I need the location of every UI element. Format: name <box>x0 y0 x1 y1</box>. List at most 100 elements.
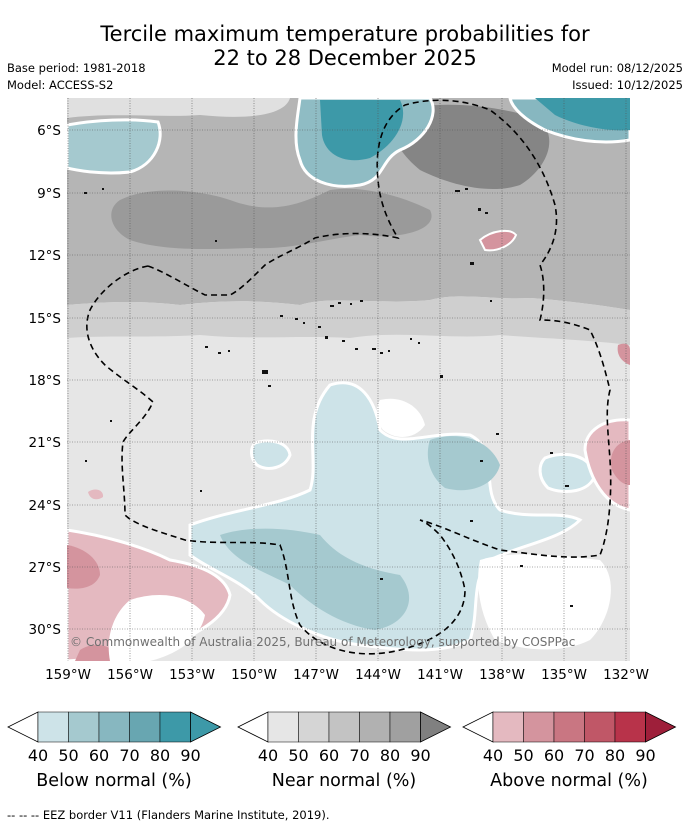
colorbar-below-normal: 40 50 60 70 80 90 <box>7 711 222 765</box>
colorbar-tick-label: 80 <box>150 746 170 765</box>
neutral-gap-central <box>376 398 425 437</box>
colorbar-segment <box>129 711 161 743</box>
above-normal-west-small <box>88 489 104 500</box>
colorbar-tick-label: 40 <box>258 746 278 765</box>
lon-label: 138°W <box>479 667 525 683</box>
colorbar-start-triangle <box>7 711 39 743</box>
map-title: Tercile maximum temperature probabilitie… <box>0 22 690 70</box>
meta-right: Model run: 08/12/2025 Issued: 10/12/2025 <box>552 60 683 94</box>
colorbar-tick-label: 90 <box>635 746 655 765</box>
near-normal-label: Near normal (%) <box>271 771 417 791</box>
colorbar-segment <box>298 711 330 743</box>
colorbar-tick-label: 40 <box>28 746 48 765</box>
colorbar-tick-label: 70 <box>119 746 139 765</box>
colorbar-segment <box>267 711 299 743</box>
colorbar-tick-label: 40 <box>483 746 503 765</box>
lat-label: 27°S <box>29 560 62 576</box>
colorbar-segment <box>98 711 130 743</box>
colorbar-tick-label: 60 <box>319 746 339 765</box>
near-normal-light-patch <box>67 98 290 118</box>
colorbar-tick-label: 50 <box>58 746 78 765</box>
colorbar-segment <box>523 711 555 743</box>
colorbar-tick-label: 80 <box>380 746 400 765</box>
lon-label: 144°W <box>355 667 401 683</box>
below-normal-label: Below normal (%) <box>36 771 192 791</box>
colorbar-segment <box>614 711 646 743</box>
lat-label: 21°S <box>29 435 62 451</box>
above-normal-southwest-core <box>67 545 100 589</box>
lon-label: 141°W <box>417 667 463 683</box>
below-normal-north-central-core <box>320 100 404 161</box>
title-line-2: 22 to 28 December 2025 <box>213 46 477 70</box>
below-normal-northeast-core <box>535 98 630 131</box>
longitude-labels: 159°W 156°W 153°W 150°W 147°W 144°W 141°W 138°W… <box>45 667 649 683</box>
above-normal-east-edge-core <box>610 440 630 485</box>
below-normal-east-small <box>538 452 597 493</box>
title-line-1: Tercile maximum temperature probabilitie… <box>100 22 590 46</box>
latitude-labels: 6°S 9°S 12°S 15°S 18°S 21°S 24°S 27°S 30°S <box>29 123 62 638</box>
colorbar-tick-label: 90 <box>410 746 430 765</box>
above-normal-label: Above normal (%) <box>490 771 648 791</box>
lat-label: 24°S <box>29 498 62 514</box>
neutral-gap-east <box>478 554 611 650</box>
meta-left: Base period: 1981-2018 Model: ACCESS-S2 <box>7 60 146 94</box>
lon-label: 150°W <box>231 667 277 683</box>
neutral-gap-south <box>108 595 205 661</box>
above-normal-east-small <box>617 343 630 365</box>
lon-label: 153°W <box>169 667 215 683</box>
model-run: Model run: 08/12/2025 <box>551 61 683 75</box>
colorbar-segment <box>68 711 100 743</box>
lat-label: 30°S <box>29 622 62 638</box>
lat-label: 18°S <box>29 373 62 389</box>
model-name: Model: ACCESS-S2 <box>7 78 114 92</box>
colorbar-near-normal: 40 50 60 70 80 90 <box>237 711 452 765</box>
colorbar-segment <box>159 711 191 743</box>
colorbar-end-triangle <box>420 711 452 743</box>
near-normal-80-patch <box>392 104 550 190</box>
colorbar-start-triangle <box>462 711 494 743</box>
base-period: Base period: 1981-2018 <box>7 61 146 75</box>
islands <box>84 188 573 607</box>
colorbar-segment <box>584 711 616 743</box>
colorbar-segment <box>492 711 524 743</box>
lon-label: 135°W <box>541 667 587 683</box>
near-normal-70-patches <box>111 188 432 250</box>
issued-date: Issued: 10/12/2025 <box>572 78 683 92</box>
above-normal-north-island <box>478 229 518 252</box>
colorbar-tick-label: 90 <box>180 746 200 765</box>
map-field: © Commonwealth of Australia 2025, Bureau… <box>67 98 630 661</box>
lat-label: 12°S <box>29 248 62 264</box>
below-normal-south-mid <box>220 528 410 630</box>
colorbar-tick-label: 70 <box>574 746 594 765</box>
copyright-text: © Commonwealth of Australia 2025, Bureau… <box>70 635 575 649</box>
lon-label: 147°W <box>293 667 339 683</box>
colorbar-end-triangle <box>190 711 222 743</box>
colorbar-tick-label: 50 <box>513 746 533 765</box>
colorbar-tick-label: 50 <box>288 746 308 765</box>
below-normal-west-patch <box>250 439 292 470</box>
colorbar-end-triangle <box>645 711 677 743</box>
lat-label: 6°S <box>37 123 61 139</box>
near-normal-50-band <box>67 296 630 345</box>
lat-label: 9°S <box>37 186 61 202</box>
below-normal-east-patch <box>427 436 500 491</box>
below-normal-northwest <box>67 118 162 175</box>
colorbar-segment <box>328 711 360 743</box>
colorbar-tick-label: 70 <box>349 746 369 765</box>
eez-footnote: -- -- -- EEZ border V11 (Flanders Marine… <box>7 808 330 822</box>
colorbar-segment <box>389 711 421 743</box>
eez-border-west <box>86 99 612 655</box>
lon-label: 159°W <box>45 667 91 683</box>
colorbar-tick-label: 60 <box>89 746 109 765</box>
colorbar-above-normal: 40 50 60 70 80 90 <box>462 711 677 765</box>
colorbar-segment <box>37 711 69 743</box>
colorbar-segment <box>359 711 391 743</box>
colorbar-tick-label: 80 <box>605 746 625 765</box>
colorbar-start-triangle <box>237 711 269 743</box>
colorbar-tick-label: 60 <box>544 746 564 765</box>
lon-label: 156°W <box>107 667 153 683</box>
lon-label: 132°W <box>603 667 649 683</box>
colorbar-segment <box>553 711 585 743</box>
lat-label: 15°S <box>29 311 62 327</box>
